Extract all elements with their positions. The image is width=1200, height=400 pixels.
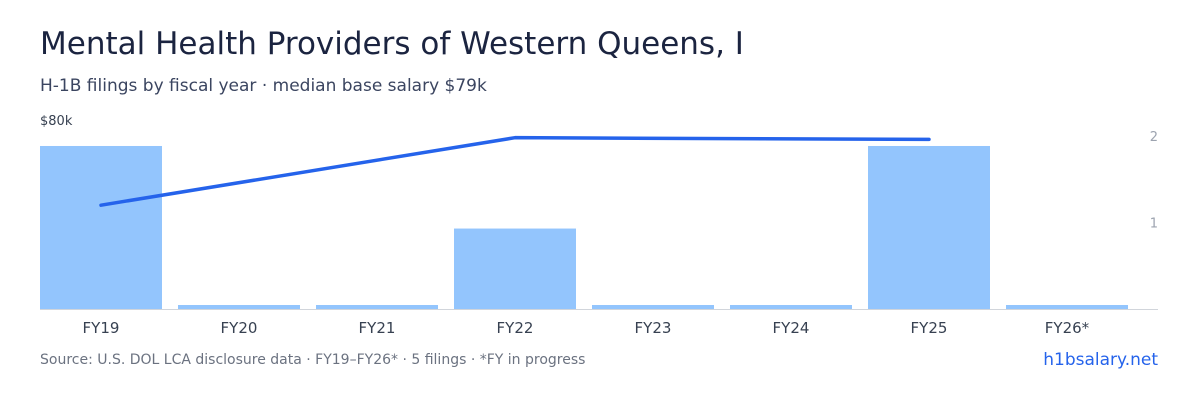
brand-link[interactable]: h1bsalary.net (1043, 350, 1158, 370)
y-right-tick-label: 2 (1150, 130, 1158, 145)
x-tick-label: FY22 (497, 319, 534, 337)
y-right-tick-label: 1 (1150, 216, 1158, 231)
x-tick-label: FY25 (911, 319, 948, 337)
salary-line (99, 135, 931, 207)
x-tick-label: FY19 (83, 319, 120, 337)
bar-fy20 (178, 305, 300, 309)
y-left-tick-label: $80k (40, 114, 73, 129)
x-tick-label: FY26* (1045, 319, 1090, 337)
x-tick-label: FY21 (359, 319, 396, 337)
x-tick-label: FY23 (635, 319, 672, 337)
bar-fy26-partial (1006, 305, 1128, 309)
bar-fy23 (592, 305, 714, 309)
x-tick-label: FY20 (221, 319, 258, 337)
bar-fy19 (40, 145, 162, 309)
bar-fy24 (730, 305, 852, 309)
x-tick-label: FY24 (773, 319, 810, 337)
bar-fy22 (454, 228, 576, 309)
bar-fy21 (316, 305, 438, 309)
bar-fy25 (868, 145, 990, 309)
chart-title: Mental Health Providers of Western Queen… (40, 26, 744, 62)
chart-subtitle: H-1B filings by fiscal year · median bas… (40, 76, 487, 96)
source-note: Source: U.S. DOL LCA disclosure data · F… (40, 352, 586, 368)
